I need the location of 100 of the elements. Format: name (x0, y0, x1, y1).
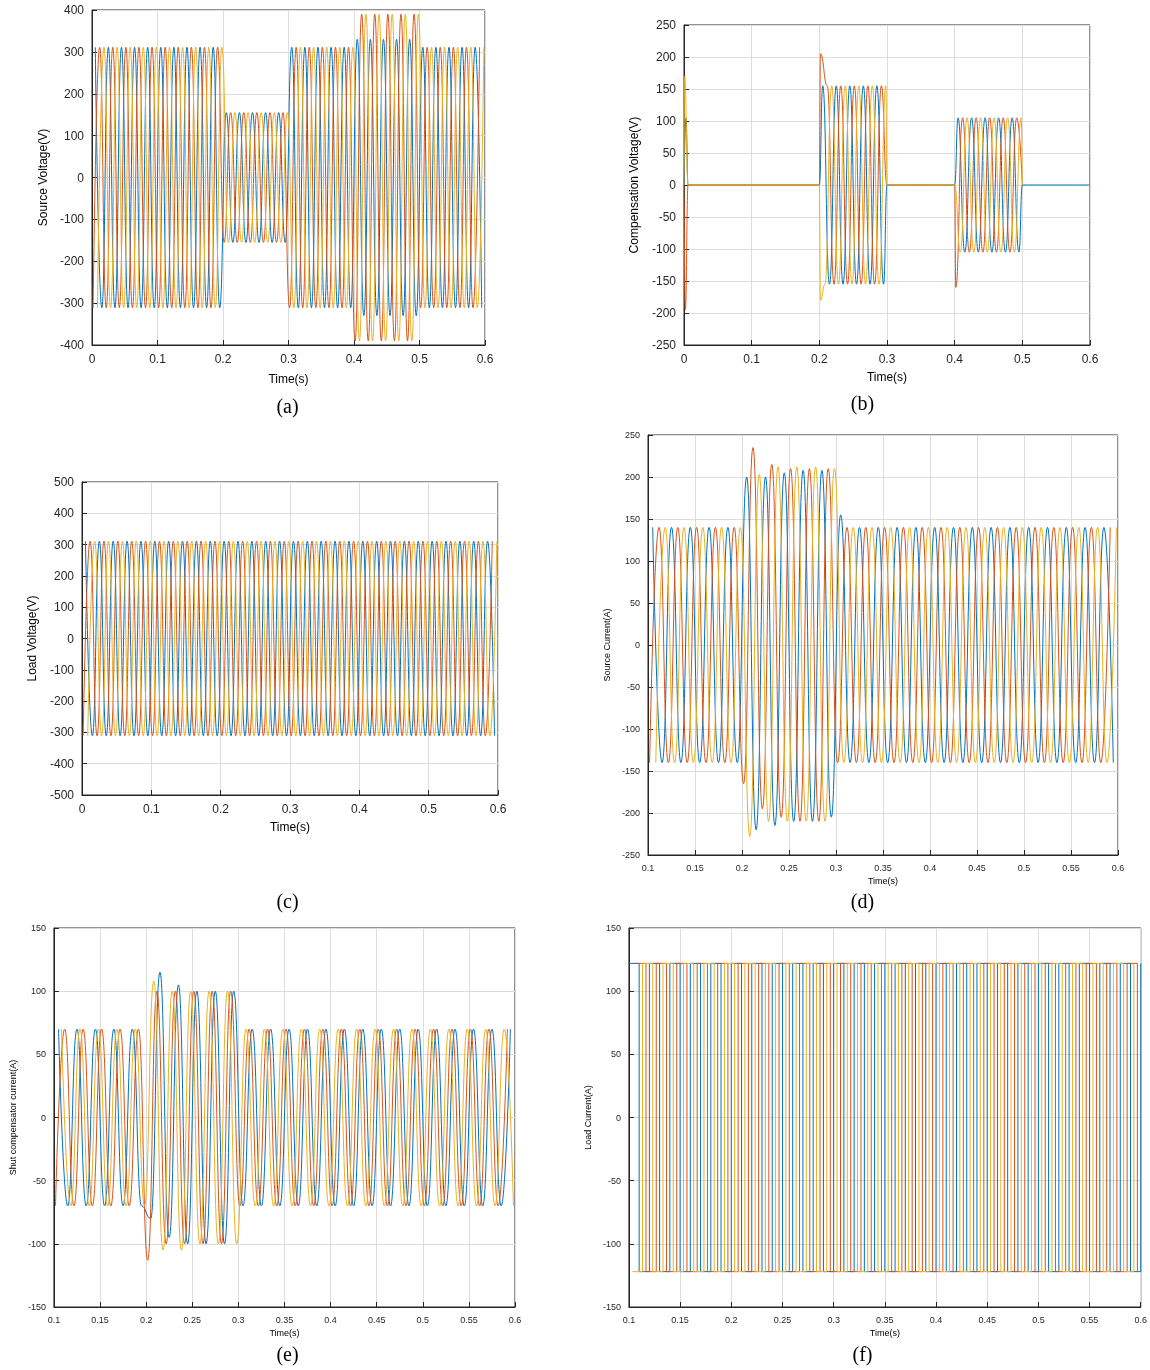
text: (e) (275, 1343, 300, 1366)
y-tick-label: -300 (49, 725, 75, 740)
y-tick-label: -400 (49, 756, 75, 771)
x-tick-label: 0.15 (671, 1314, 689, 1325)
x-tick-label: 0.4 (324, 1314, 337, 1325)
y-tick-label: -200 (59, 254, 85, 269)
y-tick-label: -100 (49, 662, 75, 677)
y-tick-label: 100 (53, 600, 75, 615)
x-tick-label: 0.25 (183, 1314, 201, 1325)
x-tick-label: 0.35 (275, 1314, 294, 1325)
x-tick-label: 0.2 (214, 352, 232, 366)
y-tick-label: -500 (49, 788, 75, 802)
y-tick-label: 0 (669, 178, 677, 192)
y-tick-label: -50 (32, 1175, 46, 1186)
x-tick-label: 0.25 (773, 1314, 792, 1325)
x-axis-title: Time(s) (268, 372, 309, 386)
x-tick-label: 0.35 (876, 1314, 894, 1325)
y-tick-label: 200 (53, 568, 75, 583)
y-tick-label: -400 (59, 338, 85, 352)
x-tick-label: 0.5 (411, 352, 429, 366)
x-tick-label: 0.3 (281, 802, 299, 816)
y-tick-label: -150 (621, 766, 640, 776)
y-tick-label: 300 (63, 44, 85, 59)
x-tick-label: 0.55 (1080, 1314, 1099, 1325)
y-tick-label: -100 (651, 242, 677, 256)
x-tick-label: 0.1 (149, 352, 167, 366)
x-tick-label: 0.45 (968, 862, 986, 873)
y-tick-label: 50 (35, 1049, 46, 1060)
x-tick-label: 0.1 (142, 802, 160, 816)
x-tick-label: 0.35 (874, 862, 892, 873)
x-tick-label: 0.1 (622, 1314, 636, 1325)
y-tick-label: 300 (53, 537, 75, 552)
y-tick-label: 100 (63, 128, 85, 143)
y-tick-label: -100 (59, 212, 85, 227)
y-tick-label: 150 (655, 82, 677, 96)
x-tick-label: 0.6 (489, 802, 507, 816)
y-tick-label: 0 (67, 631, 75, 646)
y-tick-label: 500 (53, 475, 75, 489)
y-tick-label: -50 (658, 210, 677, 224)
y-tick-label: 50 (629, 598, 640, 608)
text: (f) (851, 1343, 874, 1366)
y-axis-title: Source Current(A) (601, 608, 612, 682)
x-tick-label: 0.5 (1017, 862, 1031, 873)
x-tick-label: 0.4 (923, 862, 937, 873)
y-tick-label: 150 (605, 923, 621, 933)
y-tick-label: 50 (662, 146, 677, 160)
text: (c) (275, 890, 300, 913)
y-tick-label: -150 (602, 1302, 621, 1312)
x-tick-label: 0.3 (827, 1314, 840, 1325)
x-tick-label: 0.6 (1081, 352, 1099, 366)
y-tick-label: 100 (655, 114, 677, 128)
x-tick-label: 0.25 (780, 862, 798, 873)
y-tick-label: 200 (624, 472, 640, 482)
x-tick-label: 0.2 (139, 1314, 153, 1325)
x-tick-label: 0.6 (508, 1314, 522, 1325)
x-tick-label: 0.2 (212, 802, 230, 816)
text: (b) (849, 392, 876, 415)
x-tick-label: 0.3 (280, 352, 298, 366)
y-tick-label: -200 (651, 306, 677, 320)
y-tick-label: 200 (655, 50, 677, 64)
x-tick-label: 0.45 (978, 1314, 996, 1325)
x-tick-label: 0.4 (929, 1314, 943, 1325)
y-tick-label: -150 (651, 274, 677, 288)
x-tick-label: 0.4 (345, 352, 363, 366)
y-tick-label: -100 (602, 1238, 621, 1249)
y-tick-label: 200 (63, 86, 85, 101)
x-tick-label: 0.3 (829, 862, 843, 873)
y-tick-label: 0 (77, 170, 85, 185)
y-tick-label: 0 (40, 1112, 46, 1123)
x-tick-label: 0.1 (743, 352, 761, 366)
y-tick-label: 400 (53, 506, 75, 521)
x-tick-label: 0.2 (735, 862, 749, 873)
y-tick-label: 250 (624, 430, 640, 440)
y-axis-title: Compensation Voltage(V) (627, 116, 641, 254)
x-tick-label: 0 (680, 352, 688, 366)
y-tick-label: 400 (63, 3, 85, 17)
x-tick-label: 0.1 (641, 862, 655, 873)
x-tick-label: 0.5 (1032, 1314, 1045, 1325)
x-tick-label: 0.5 (416, 1314, 430, 1325)
x-tick-label: 0.3 (232, 1314, 245, 1325)
x-tick-label: 0 (88, 352, 96, 366)
y-axis-title: Source Voltage(V) (36, 128, 51, 227)
y-tick-label: -50 (626, 682, 640, 692)
y-tick-label: 100 (624, 556, 640, 566)
text: (d) (849, 890, 876, 913)
y-tick-label: -100 (621, 724, 640, 734)
y-tick-label: -200 (49, 694, 75, 709)
x-tick-label: 0.55 (460, 1314, 478, 1325)
y-axis-title: Load Voltage(V) (25, 595, 39, 682)
y-tick-label: 0 (615, 1112, 621, 1123)
x-tick-label: 0.2 (725, 1314, 738, 1325)
y-tick-label: 100 (30, 986, 46, 997)
y-tick-label: -300 (59, 296, 85, 311)
x-axis-title: Time(s) (869, 1328, 900, 1339)
y-tick-label: -50 (607, 1175, 621, 1186)
x-tick-label: 0.6 (1134, 1314, 1147, 1325)
x-tick-label: 0.6 (476, 352, 494, 366)
x-tick-label: 0.4 (946, 352, 964, 366)
x-tick-label: 0.2 (810, 352, 828, 366)
y-tick-label: -100 (27, 1238, 46, 1249)
